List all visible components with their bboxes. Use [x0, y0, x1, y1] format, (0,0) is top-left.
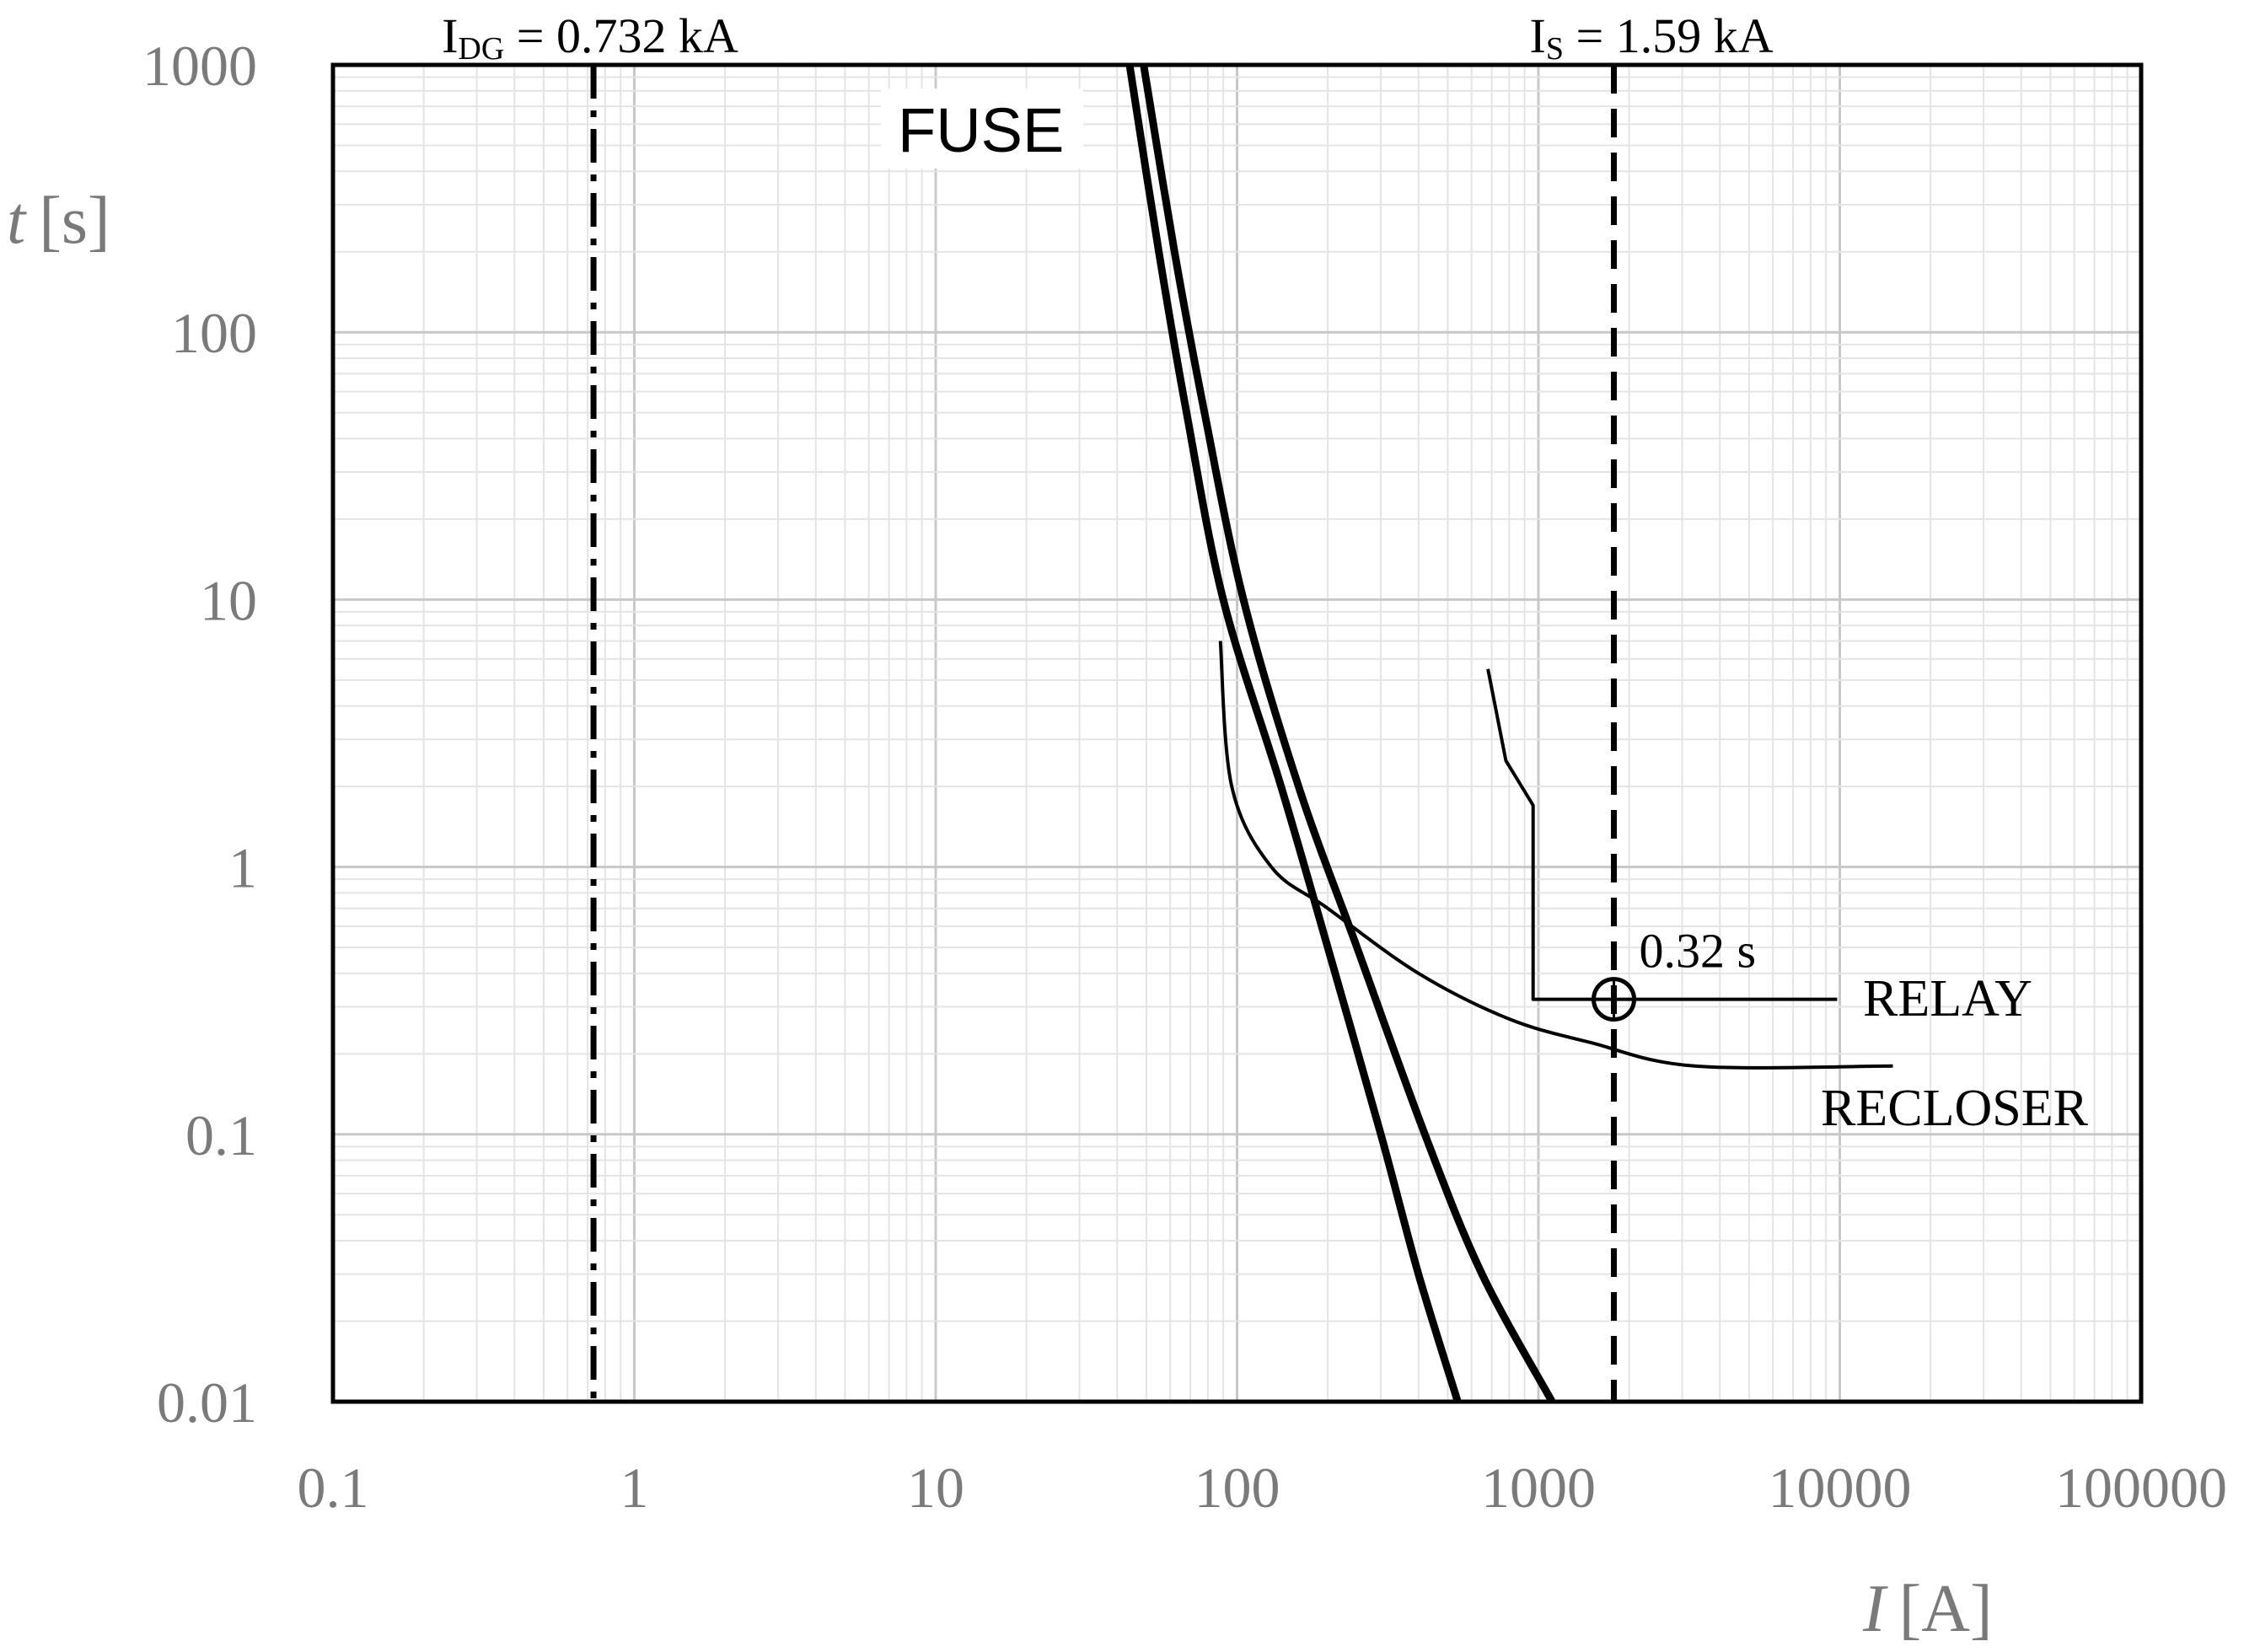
x-tick-label: 10: [907, 1456, 964, 1520]
plot-frame: [330, 62, 2144, 1404]
relay-label: RELAY: [1863, 970, 2032, 1027]
series-fuse-line: [1125, 64, 1462, 1403]
series-fuse-2-line: [1140, 64, 1556, 1404]
x-tick-label: 10000: [1769, 1456, 1912, 1520]
is-main: I: [1530, 8, 1546, 63]
marker-label: 0.32 s: [1640, 924, 1757, 979]
x-axis-var: I: [1862, 1572, 1888, 1646]
idg-main: I: [442, 8, 458, 63]
grid: [333, 65, 2141, 1402]
x-axis-unit: [A]: [1899, 1572, 1993, 1646]
reference-lines: [590, 65, 1618, 1402]
x-tick-label: 1000: [1481, 1456, 1596, 1520]
y-tick-label: 0.1: [185, 1103, 257, 1167]
y-tick-label: 1: [228, 836, 257, 900]
recloser-label: RECLOSER: [1821, 1080, 2089, 1137]
x-tick-labels: 0.1 1 10 100 1000 10000 100000: [298, 1456, 2228, 1520]
idg-value: = 0.732 kA: [504, 8, 738, 63]
curves: [1125, 64, 1893, 1404]
x-tick-label: 0.1: [298, 1456, 369, 1520]
is-value: = 1.59 kA: [1564, 8, 1774, 63]
x-tick-label: 100: [1194, 1456, 1280, 1520]
idg-label: IDG = 0.732 kA: [442, 8, 738, 67]
fuse-label: FUSE: [898, 95, 1064, 165]
y-axis-title: t [s]: [7, 184, 110, 258]
idg-sub: DG: [458, 31, 504, 67]
y-tick-label: 100: [171, 301, 257, 365]
is-sub: S: [1546, 31, 1564, 67]
y-axis-unit: [s]: [39, 184, 110, 258]
y-tick-labels: 0.01 0.1 1 10 100 1000: [142, 34, 257, 1435]
is-label: IS = 1.59 kA: [1530, 8, 1774, 67]
x-axis-title: I [A]: [1862, 1572, 1993, 1646]
y-tick-label: 1000: [142, 34, 257, 98]
x-tick-label: 100000: [2055, 1456, 2227, 1520]
y-tick-label: 10: [200, 568, 257, 632]
x-tick-label: 1: [620, 1456, 649, 1520]
y-tick-label: 0.01: [157, 1370, 257, 1435]
fuse-label-bg: [881, 88, 1083, 169]
series-recloser-line: [1218, 641, 1893, 1070]
y-axis-var: t: [7, 184, 27, 258]
